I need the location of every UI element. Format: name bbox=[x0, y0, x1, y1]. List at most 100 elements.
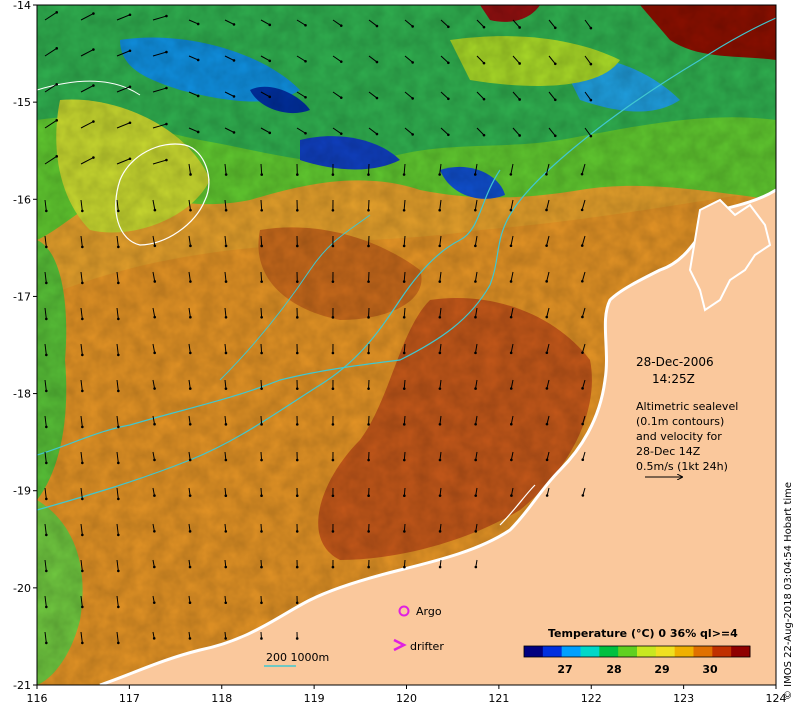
isobath-200m bbox=[37, 17, 776, 456]
velocity-vector-head bbox=[438, 530, 442, 533]
velocity-vector-head bbox=[81, 605, 84, 609]
velocity-vector bbox=[224, 307, 227, 318]
velocity-vector bbox=[188, 55, 199, 61]
velocity-vector-head bbox=[474, 458, 477, 462]
velocity-vector bbox=[80, 235, 83, 247]
velocity-vector-head bbox=[447, 25, 450, 29]
velocity-vector bbox=[332, 19, 342, 27]
velocity-vector bbox=[584, 55, 592, 65]
velocity-vector-head bbox=[367, 494, 370, 498]
velocity-vector-head bbox=[402, 351, 406, 355]
map-date: 28-Dec-2006 bbox=[636, 355, 714, 369]
velocity-vector-head bbox=[260, 530, 263, 533]
velocity-vector-head bbox=[188, 494, 192, 497]
velocity-vector bbox=[403, 343, 406, 354]
velocity-vector bbox=[44, 235, 47, 247]
velocity-vector bbox=[439, 271, 442, 282]
velocity-vector-head bbox=[438, 244, 442, 248]
velocity-vector-head bbox=[509, 173, 513, 176]
x-tick-label: 122 bbox=[581, 692, 602, 705]
colorbar-tick-label: 27 bbox=[557, 663, 572, 676]
velocity-vector-head bbox=[402, 280, 406, 283]
velocity-vector bbox=[476, 19, 485, 28]
velocity-vector-head bbox=[545, 208, 548, 212]
velocity-vector bbox=[116, 631, 119, 643]
velocity-vector bbox=[260, 271, 263, 282]
velocity-vector-head bbox=[339, 96, 343, 99]
velocity-vector bbox=[510, 451, 514, 460]
velocity-vector-head bbox=[260, 423, 263, 426]
velocity-vector bbox=[188, 379, 191, 389]
velocity-vector-head bbox=[117, 605, 120, 609]
velocity-vector bbox=[439, 235, 442, 246]
velocity-vector-head bbox=[92, 120, 95, 123]
x-tick-label: 121 bbox=[488, 692, 509, 705]
velocity-vector bbox=[368, 127, 378, 135]
colorbar-tick-label: 30 bbox=[702, 663, 718, 676]
velocity-vector-head bbox=[553, 26, 557, 30]
velocity-vector-head bbox=[295, 494, 299, 498]
x-tick-label: 116 bbox=[27, 692, 48, 705]
velocity-vector bbox=[116, 595, 119, 607]
velocity-vector-head bbox=[339, 24, 343, 27]
velocity-vector bbox=[439, 163, 442, 175]
velocity-vector-head bbox=[367, 280, 370, 283]
velocity-vector-head bbox=[295, 280, 299, 283]
velocity-vector bbox=[188, 307, 191, 318]
velocity-vector-head bbox=[580, 244, 584, 247]
velocity-vector-head bbox=[438, 351, 442, 355]
velocity-vector bbox=[260, 127, 271, 134]
velocity-vector-head bbox=[55, 11, 59, 14]
velocity-vector bbox=[80, 85, 94, 93]
velocity-vector-head bbox=[581, 387, 584, 390]
velocity-vector-head bbox=[545, 494, 549, 497]
velocity-vector-head bbox=[189, 315, 192, 319]
velocity-vector bbox=[403, 415, 406, 425]
velocity-vector bbox=[512, 55, 521, 64]
velocity-vector bbox=[548, 55, 556, 65]
velocity-vector-head bbox=[411, 133, 414, 136]
velocity-vector-head bbox=[438, 387, 442, 390]
velocity-vector-head bbox=[296, 173, 299, 176]
velocity-vector-head bbox=[553, 62, 557, 66]
velocity-vector-head bbox=[367, 244, 370, 248]
colorbar bbox=[524, 646, 751, 657]
velocity-vector-head bbox=[232, 95, 236, 98]
velocity-vector-head bbox=[581, 422, 584, 426]
velocity-vector-head bbox=[188, 530, 192, 533]
velocity-vector-head bbox=[92, 12, 95, 15]
isobath-1000m bbox=[37, 169, 501, 511]
velocity-vector bbox=[80, 13, 94, 21]
x-tick-label: 119 bbox=[304, 692, 325, 705]
velocity-vector-head bbox=[224, 494, 228, 497]
velocity-vector bbox=[546, 199, 550, 211]
velocity-vector bbox=[439, 415, 442, 425]
velocity-vector bbox=[224, 199, 227, 211]
colorbar-segment bbox=[655, 646, 676, 657]
velocity-vector-head bbox=[81, 389, 84, 393]
velocity-vector-head bbox=[196, 130, 200, 134]
velocity-vector bbox=[474, 307, 478, 318]
velocity-vector-head bbox=[474, 315, 477, 319]
velocity-vector bbox=[224, 163, 227, 175]
velocity-vector-head bbox=[402, 387, 406, 390]
colorbar-segment bbox=[542, 646, 563, 657]
velocity-vector bbox=[403, 271, 406, 282]
velocity-vector bbox=[332, 127, 342, 135]
velocity-vector bbox=[152, 271, 156, 282]
velocity-vector-head bbox=[474, 244, 477, 248]
velocity-vector bbox=[403, 163, 406, 175]
velocity-vector-head bbox=[81, 353, 84, 357]
velocity-vector-head bbox=[403, 530, 406, 533]
y-axis: -14 -15 -16 -17 -18 -19 -20 -21 bbox=[13, 0, 37, 692]
velocity-vector bbox=[332, 55, 342, 63]
y-tick-label: -16 bbox=[13, 193, 31, 206]
velocity-vector-head bbox=[260, 208, 264, 212]
velocity-vector bbox=[152, 343, 156, 353]
velocity-vector bbox=[439, 307, 442, 318]
velocity-vector-head bbox=[196, 94, 200, 98]
velocity-vector bbox=[224, 343, 227, 354]
velocity-vector-head bbox=[224, 244, 228, 248]
velocity-vector-head bbox=[117, 281, 120, 285]
velocity-vector-head bbox=[260, 173, 264, 176]
